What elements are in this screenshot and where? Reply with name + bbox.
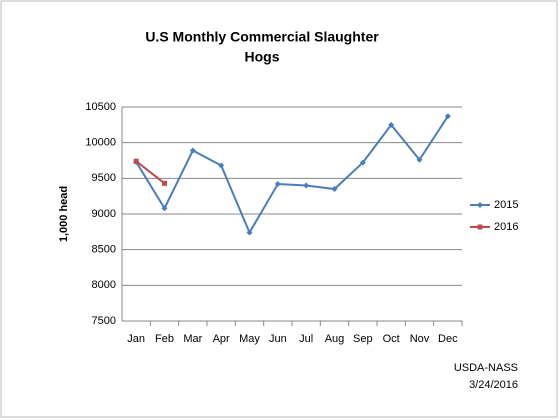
marker [303, 182, 310, 189]
marker [444, 113, 451, 120]
x-tick-label: Aug [325, 333, 345, 345]
series-line [135, 160, 166, 185]
marker [388, 121, 395, 128]
marker [218, 162, 225, 169]
y-tick-label: 9000 [92, 208, 116, 220]
x-tick-label: May [239, 333, 260, 345]
chart-subtitle: Hogs [245, 49, 280, 65]
y-tick-label: 7500 [92, 315, 116, 327]
legend-label: 2016 [494, 221, 518, 233]
marker [161, 205, 168, 212]
x-tick-label: Oct [383, 333, 400, 345]
marker [189, 147, 196, 154]
y-tick-label: 10000 [85, 137, 116, 149]
x-tick-label: Nov [410, 333, 430, 345]
marker [274, 181, 281, 188]
y-tick-label: 9500 [92, 172, 116, 184]
marker [477, 202, 483, 208]
marker [416, 156, 423, 163]
y-tick-label: 10500 [85, 101, 116, 113]
y-axis-title: 1,000 head [58, 186, 70, 242]
marker [477, 224, 483, 230]
series-line [135, 115, 449, 235]
x-tick-label: Jul [299, 333, 313, 345]
x-tick-label: Sep [353, 333, 373, 345]
x-tick-label: Jan [127, 333, 145, 345]
annotation: USDA-NASS [454, 362, 518, 374]
marker [162, 180, 167, 186]
x-tick-label: Feb [155, 333, 174, 345]
annotation: 3/24/2016 [469, 379, 518, 391]
marker [246, 229, 253, 236]
marker [331, 186, 338, 193]
chart-title: U.S Monthly Commercial Slaughter [145, 29, 379, 45]
x-tick-label: Jun [269, 333, 287, 345]
x-tick-label: Mar [183, 333, 202, 345]
legend-label: 2015 [494, 199, 518, 211]
y-tick-label: 8000 [92, 279, 116, 291]
marker [133, 158, 139, 164]
y-tick-label: 8500 [92, 244, 116, 256]
marker [359, 159, 366, 166]
x-tick-label: Dec [438, 333, 458, 345]
x-tick-label: Apr [213, 333, 230, 345]
